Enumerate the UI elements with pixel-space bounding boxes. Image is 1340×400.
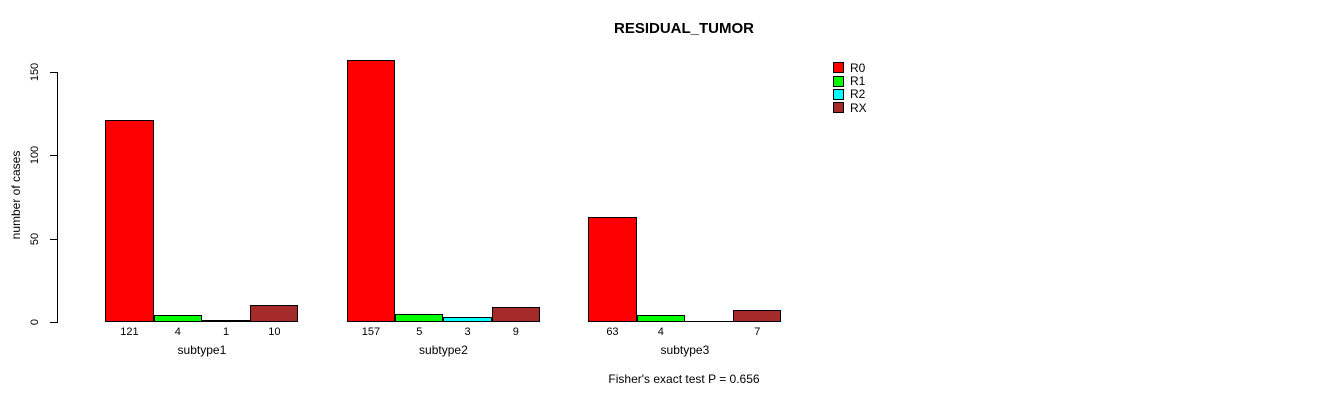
bar-value-label: 4 [174,326,181,338]
y-tick-label: 150 [29,62,41,82]
y-tick-label: 50 [29,232,41,245]
bar-value-label: 121 [120,326,139,338]
x-category-label: subtype2 [419,343,468,357]
bar-r0-subtype3 [588,217,637,322]
bar-r1-subtype3 [636,315,685,322]
legend-label: R2 [850,87,866,102]
y-axis-label: number of cases [9,150,23,240]
y-axis-tick [50,322,57,323]
x-category-label: subtype1 [177,343,227,357]
chart-title: RESIDUAL_TUMOR [613,20,755,37]
y-axis-tick [50,238,57,240]
legend-row: R0 [833,60,867,75]
bar-value-label: 7 [754,326,761,338]
bar-value-label: 157 [361,326,381,338]
bar-rx-subtype1 [250,305,299,322]
legend-swatch-r2 [833,88,844,100]
bar-r1-subtype2 [395,314,444,322]
bar-r2-subtype3 [684,321,734,322]
bar-r0-subtype2 [346,60,396,322]
legend-label: R0 [850,60,866,75]
bar-r2-subtype2 [443,317,492,322]
bar-r1-subtype1 [153,315,202,322]
bar-value-label: 5 [416,326,423,338]
bar-value-label: 10 [268,326,281,338]
legend-row: R1 [833,74,867,89]
legend-swatch-r1 [833,75,844,87]
bar-r2-subtype1 [201,320,251,322]
y-tick-label: 100 [29,146,41,165]
legend-swatch-r0 [833,62,844,74]
legend-swatch-rx [833,102,844,114]
bar-value-label: 9 [512,326,519,338]
legend-label: R1 [850,74,866,89]
bar-rx-subtype3 [733,310,782,322]
legend-label: RX [850,100,867,115]
bar-value-label: 4 [657,326,664,338]
bar-r0-subtype1 [105,120,154,322]
bar-value-label: 3 [464,326,471,338]
y-axis-line [57,72,58,323]
bar-rx-subtype2 [491,307,540,322]
fisher-test-note: Fisher's exact test P = 0.656 [608,372,760,386]
y-axis-tick [50,155,57,157]
legend: R0 R1 R2 RX [833,61,867,115]
legend-row: R2 [833,87,867,102]
bar-value-label: 63 [606,326,619,338]
y-tick-label: 0 [29,318,41,326]
bar-value-label: 1 [222,326,230,338]
x-category-label: subtype3 [660,343,710,357]
legend-row: RX [833,100,867,115]
y-axis-tick [50,72,57,73]
